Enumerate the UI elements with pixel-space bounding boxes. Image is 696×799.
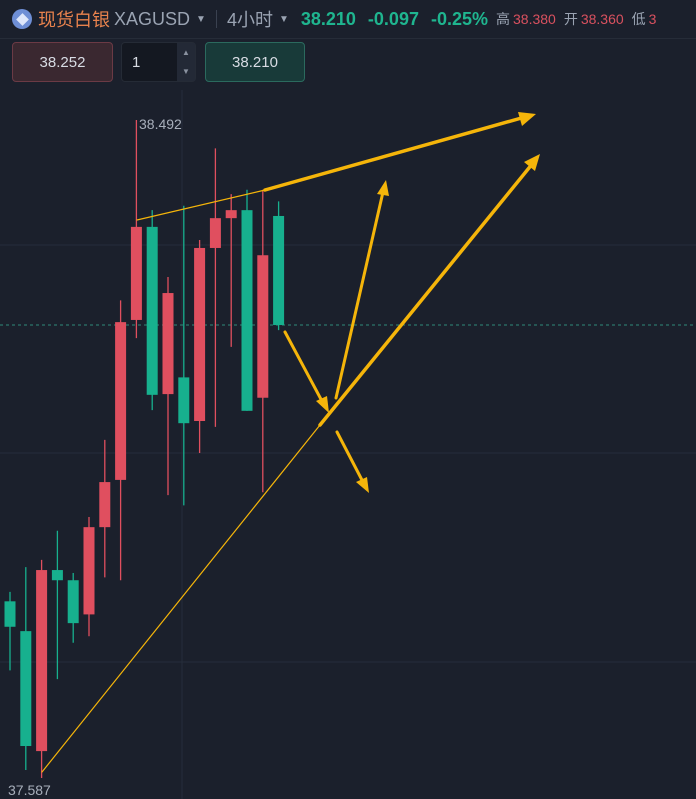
divider bbox=[215, 10, 217, 28]
arrowhead-icon bbox=[356, 477, 369, 493]
candle bbox=[36, 559, 48, 778]
candle bbox=[99, 439, 111, 578]
candle-body bbox=[130, 226, 142, 320]
decrement-icon[interactable]: ▼ bbox=[182, 67, 190, 76]
candle-body bbox=[273, 215, 285, 326]
candle bbox=[146, 210, 158, 411]
chevron-down-icon[interactable]: ▼ bbox=[278, 13, 289, 25]
increment-icon[interactable]: ▲ bbox=[182, 48, 190, 57]
candle-body bbox=[20, 631, 32, 747]
candle bbox=[20, 567, 32, 771]
candle-body bbox=[115, 322, 127, 480]
candle bbox=[241, 189, 253, 411]
candle bbox=[209, 148, 221, 427]
candle bbox=[194, 239, 206, 453]
upper-trendline-arrow bbox=[263, 115, 527, 192]
candle-body bbox=[194, 247, 206, 422]
arrowhead-icon bbox=[518, 112, 536, 126]
candle bbox=[130, 120, 142, 339]
price-change: -0.097 bbox=[367, 8, 419, 29]
candle bbox=[83, 516, 95, 637]
silver-logo-icon bbox=[12, 9, 32, 29]
candle bbox=[67, 572, 79, 643]
stepper-arrows[interactable]: ▲ ▼ bbox=[177, 43, 195, 81]
instrument-name[interactable]: 现货白银 bbox=[38, 10, 110, 30]
candle-body bbox=[178, 377, 190, 424]
candle-body bbox=[36, 570, 48, 752]
lower-trendline bbox=[41, 424, 321, 773]
min-price-label: 37.587 bbox=[8, 782, 51, 798]
candle bbox=[178, 205, 190, 506]
instrument-header: 现货白银 XAGUSD ▼ 4小时 ▼ 38.210 -0.097 -0.25%… bbox=[0, 0, 696, 39]
upper-trendline bbox=[136, 189, 266, 221]
candle-body bbox=[51, 570, 63, 581]
candle bbox=[162, 277, 174, 496]
down-arrow bbox=[283, 330, 325, 405]
breakdown-arrow bbox=[335, 430, 365, 484]
candle bbox=[273, 201, 285, 331]
open-label: 开 bbox=[563, 11, 578, 27]
candle bbox=[4, 591, 16, 671]
max-price-label: 38.492 bbox=[139, 116, 182, 132]
arrowhead-icon bbox=[316, 396, 329, 413]
candle bbox=[51, 530, 63, 680]
quantity-stepper[interactable]: 1 ▲ ▼ bbox=[121, 42, 196, 82]
candle-body bbox=[162, 293, 174, 395]
buy-button[interactable]: 38.210 bbox=[205, 42, 305, 82]
candle bbox=[115, 300, 127, 581]
candle-body bbox=[83, 527, 95, 615]
lower-trendline-arrow bbox=[318, 161, 535, 427]
candle-body bbox=[146, 226, 158, 395]
last-price: 38.210 bbox=[300, 8, 356, 29]
high-value: 38.380 bbox=[513, 11, 556, 27]
open-value: 38.360 bbox=[580, 11, 624, 27]
trend-drawings[interactable] bbox=[41, 112, 540, 773]
high-label: 高 bbox=[496, 11, 511, 27]
quantity-input[interactable]: 1 bbox=[132, 53, 141, 71]
candle-body bbox=[209, 218, 221, 248]
sell-button[interactable]: 38.252 bbox=[12, 42, 113, 82]
candle bbox=[257, 189, 269, 493]
candle-body bbox=[225, 210, 237, 219]
candle-body bbox=[241, 210, 253, 411]
price-change-pct: -0.25% bbox=[430, 8, 489, 29]
low-label: 低 bbox=[631, 11, 646, 27]
candle-body bbox=[99, 482, 111, 528]
period-selector[interactable]: 4小时 bbox=[226, 10, 273, 30]
up-arrow bbox=[334, 190, 385, 400]
symbol-selector[interactable]: XAGUSD bbox=[114, 8, 191, 29]
candle-body bbox=[67, 580, 79, 624]
low-value: 3 bbox=[648, 11, 657, 27]
candle bbox=[225, 194, 237, 347]
chevron-down-icon[interactable]: ▼ bbox=[196, 13, 206, 25]
arrowhead-icon bbox=[377, 180, 389, 196]
candle-body bbox=[4, 601, 16, 627]
candle-body bbox=[257, 255, 269, 398]
arrowhead-icon bbox=[524, 154, 540, 171]
